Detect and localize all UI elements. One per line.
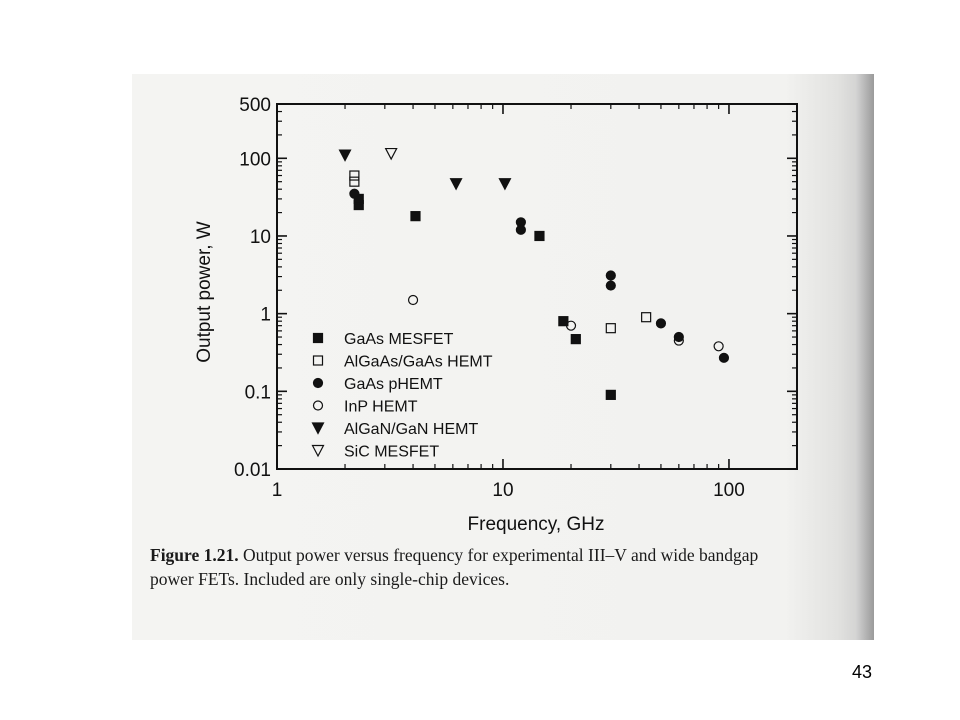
y-tick-label: 0.01 (234, 460, 271, 481)
legend-label-gaas-mesfet: GaAs MESFET (344, 331, 454, 348)
x-tick-label: 1 (272, 480, 283, 501)
y-tick-label: 1 (260, 305, 271, 326)
data-point-gaas-phemt (605, 280, 616, 291)
data-point-gaas-phemt (655, 318, 667, 329)
data-point-inp-hemt (407, 294, 419, 306)
data-point-algaas-gaas-hemt (605, 323, 616, 334)
legend-label-sic-mesfet: SiC MESFET (344, 444, 439, 461)
caption-line-1: Figure 1.21. Output power versus frequen… (150, 543, 850, 567)
y-tick-label: 100 (239, 149, 271, 170)
data-point-gaas-phemt (515, 224, 526, 235)
data-point-algan-gan-hemt (449, 178, 463, 191)
data-point-algaas-gaas-hemt (349, 176, 360, 187)
data-point-gaas-mesfet (570, 334, 581, 345)
x-tick-label: 10 (492, 480, 513, 501)
data-point-inp-hemt (713, 341, 724, 352)
legend-label-algan-gan-hemt: AlGaN/GaN HEMT (344, 421, 478, 438)
caption-line-2: power FETs. Included are only single-chi… (150, 569, 510, 589)
page-number: 43 (852, 662, 873, 682)
data-point-algaas-gaas-hemt (641, 312, 652, 323)
data-point-inp-hemt (565, 320, 577, 331)
data-point-gaas-mesfet (605, 389, 616, 400)
data-point-gaas-phemt (673, 331, 684, 343)
legend-marker-algaas-gaas-hemt (312, 355, 324, 366)
legend-label-algaas-gaas-hemt: AlGaAs/GaAs HEMT (344, 354, 493, 371)
caption-text-1: Output power versus frequency for experi… (238, 545, 759, 565)
scanned-figure-background (132, 74, 874, 640)
legend-marker-inp-hemt (312, 400, 324, 411)
data-point-gaas-mesfet (410, 211, 421, 222)
data-point-gaas-mesfet (558, 316, 569, 327)
legend-label-inp-hemt: InP HEMT (344, 399, 418, 416)
data-point-algaas-gaas-hemt (349, 170, 360, 181)
data-point-gaas-mesfet (534, 230, 545, 242)
legend-marker-sic-mesfet (311, 444, 325, 458)
y-tick-label: 500 (239, 95, 271, 116)
data-point-gaas-phemt (349, 188, 360, 199)
caption-figure-label: Figure 1.21. (150, 545, 239, 565)
y-axis-label: Output power, W (194, 221, 215, 363)
data-point-sic-mesfet (384, 147, 398, 161)
data-point-algan-gan-hemt (498, 178, 512, 191)
y-tick-label: 10 (250, 227, 271, 248)
legend-label-gaas-phemt: GaAs pHEMT (344, 376, 443, 393)
legend-marker-gaas-mesfet (312, 332, 324, 344)
plot-frame (276, 103, 798, 470)
x-tick-label: 100 (713, 480, 745, 501)
x-axis-label: Frequency, GHz (468, 514, 605, 535)
figure-caption: Figure 1.21. Output power versus frequen… (150, 543, 850, 591)
data-point-algan-gan-hemt (338, 149, 352, 162)
data-point-gaas-phemt (605, 270, 616, 281)
data-point-inp-hemt (673, 335, 684, 346)
y-tick-label: 0.1 (245, 382, 271, 403)
legend-marker-algan-gan-hemt (311, 422, 325, 435)
legend-marker-gaas-phemt (312, 377, 324, 389)
scan-page-edge (856, 74, 874, 640)
data-point-gaas-phemt (718, 352, 730, 363)
